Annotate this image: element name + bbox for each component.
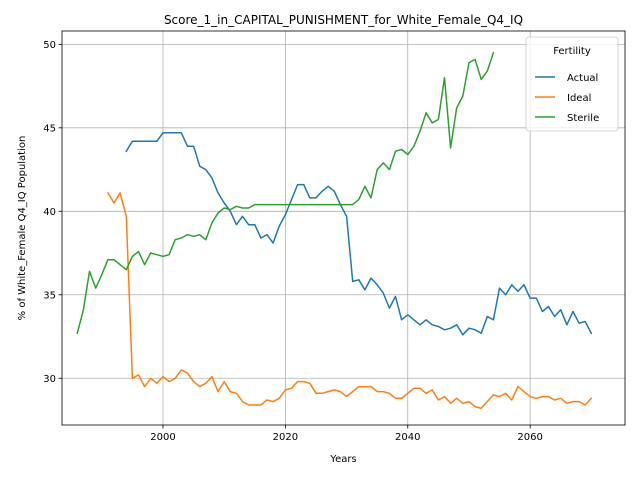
x-tick-label: 2020 — [273, 432, 298, 443]
y-tick-label: 35 — [43, 290, 56, 301]
series-line-sterile — [76, 51, 495, 335]
y-tick-label: 50 — [43, 40, 56, 51]
x-tick-label: 2000 — [150, 432, 175, 443]
y-tick-label: 45 — [43, 123, 56, 134]
legend-items: Actual Ideal Sterile — [535, 73, 599, 124]
y-axis-ticks: 30 35 40 45 50 — [43, 40, 62, 385]
y-axis-label: % of White_Female Q4_IQ Population — [17, 136, 28, 321]
legend-title: Fertility — [553, 46, 591, 57]
series-layer — [76, 51, 593, 410]
legend: Fertility Actual Ideal Sterile — [525, 36, 619, 132]
x-axis-ticks: 2000 2020 2040 2060 — [150, 425, 543, 443]
legend-box — [525, 36, 619, 132]
x-axis-label: Years — [329, 454, 356, 465]
chart-title: Score_1_in_CAPITAL_PUNISHMENT_for_White_… — [164, 13, 523, 27]
legend-label-ideal: Ideal — [567, 93, 591, 104]
y-tick-label: 40 — [43, 207, 56, 218]
series-line-ideal — [106, 191, 593, 410]
x-tick-label: 2040 — [395, 432, 420, 443]
legend-label-sterile: Sterile — [567, 113, 599, 124]
series-line-actual — [125, 132, 593, 336]
x-tick-label: 2060 — [517, 432, 542, 443]
y-tick-label: 30 — [43, 374, 56, 385]
legend-label-actual: Actual — [567, 73, 598, 84]
axes-frame — [61, 30, 626, 426]
